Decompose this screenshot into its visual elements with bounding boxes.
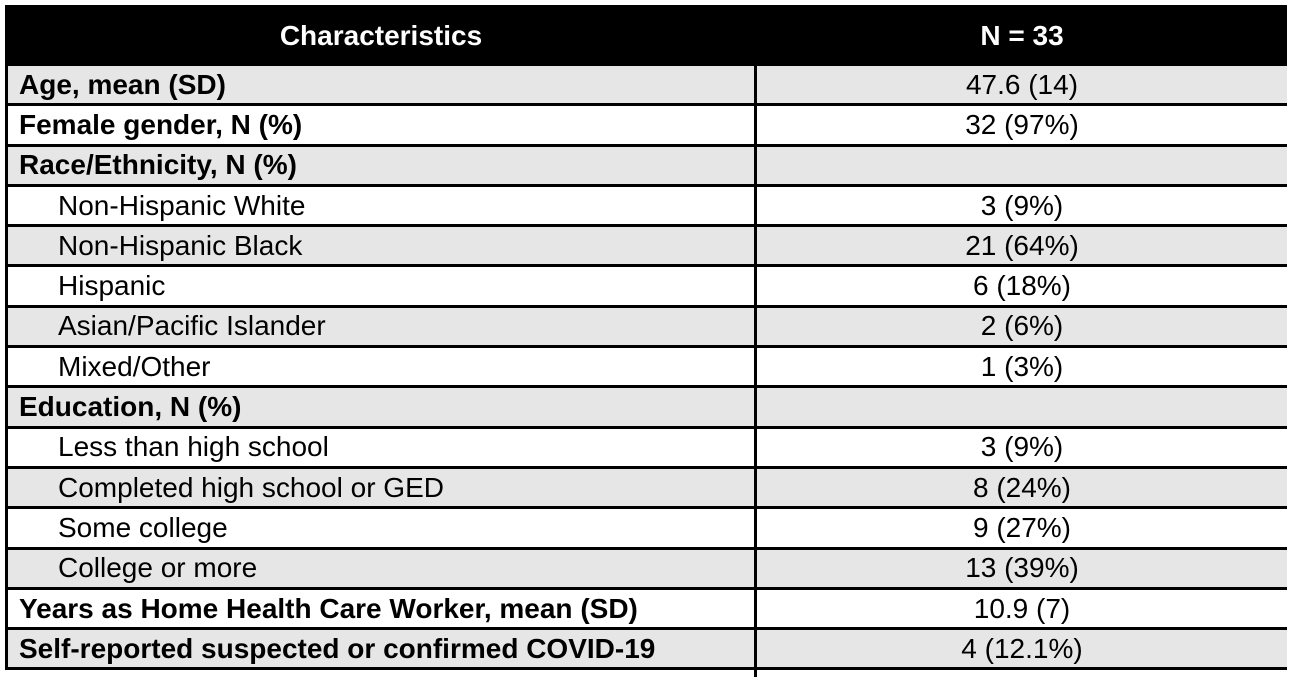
row-label: Less than high school bbox=[5, 425, 757, 469]
row-value bbox=[754, 385, 1287, 429]
row-label: College or more bbox=[5, 546, 757, 590]
partial-cell bbox=[6, 668, 757, 677]
row-value: 9 (27%) bbox=[754, 506, 1287, 550]
row-value: 3 (9%) bbox=[754, 425, 1287, 469]
table-row-college-or-more: College or more 13 (39%) bbox=[5, 546, 1287, 590]
row-value: 8 (24%) bbox=[754, 465, 1287, 510]
table-row-education: Education, N (%) bbox=[5, 385, 1287, 429]
row-label: Race/Ethnicity, N (%) bbox=[5, 143, 757, 187]
characteristics-table: Characteristics N = 33 Age, mean (SD) 47… bbox=[5, 5, 1287, 677]
row-value: 21 (64%) bbox=[754, 224, 1287, 268]
partial-next-row bbox=[6, 668, 1287, 677]
row-label: Self-reported suspected or confirmed COV… bbox=[5, 627, 757, 671]
row-value: 6 (18%) bbox=[754, 264, 1287, 308]
table-row-some-college: Some college 9 (27%) bbox=[5, 506, 1287, 550]
row-label: Some college bbox=[5, 506, 757, 550]
row-label: Asian/Pacific Islander bbox=[5, 304, 757, 349]
row-value: 47.6 (14) bbox=[754, 62, 1287, 107]
row-label: Completed high school or GED bbox=[5, 465, 757, 510]
table-row-hispanic: Hispanic 6 (18%) bbox=[5, 264, 1287, 308]
row-value: 1 (3%) bbox=[754, 345, 1287, 389]
row-value: 2 (6%) bbox=[754, 304, 1287, 349]
table-row-race-ethnicity: Race/Ethnicity, N (%) bbox=[5, 143, 1287, 187]
table-row-self-reported-covid19: Self-reported suspected or confirmed COV… bbox=[5, 627, 1287, 671]
table-row-completed-high-school: Completed high school or GED 8 (24%) bbox=[5, 465, 1287, 510]
table-row-female-gender: Female gender, N (%) 32 (97%) bbox=[5, 103, 1287, 147]
column-header-n: N = 33 bbox=[754, 5, 1287, 66]
row-value: 4 (12.1%) bbox=[754, 627, 1287, 671]
column-header-characteristics: Characteristics bbox=[5, 5, 757, 66]
row-value bbox=[754, 143, 1287, 187]
table-row-years-as-hhcw: Years as Home Health Care Worker, mean (… bbox=[5, 586, 1287, 631]
row-label: Years as Home Health Care Worker, mean (… bbox=[5, 586, 757, 631]
row-label: Non-Hispanic White bbox=[5, 183, 757, 228]
row-label: Hispanic bbox=[5, 264, 757, 308]
table-row-age: Age, mean (SD) 47.6 (14) bbox=[5, 62, 1287, 107]
table-row-less-than-high-school: Less than high school 3 (9%) bbox=[5, 425, 1287, 469]
row-label: Mixed/Other bbox=[5, 345, 757, 389]
partial-cell bbox=[755, 668, 1287, 677]
row-label: Non-Hispanic Black bbox=[5, 224, 757, 268]
row-label: Age, mean (SD) bbox=[5, 62, 757, 107]
characteristics-table-container: Characteristics N = 33 Age, mean (SD) 47… bbox=[5, 5, 1287, 677]
row-label: Female gender, N (%) bbox=[5, 103, 757, 147]
row-label: Education, N (%) bbox=[5, 385, 757, 429]
row-value: 32 (97%) bbox=[754, 103, 1287, 147]
table-row-non-hispanic-white: Non-Hispanic White 3 (9%) bbox=[5, 183, 1287, 228]
row-value: 13 (39%) bbox=[754, 546, 1287, 590]
table-row-asian-pacific-islander: Asian/Pacific Islander 2 (6%) bbox=[5, 304, 1287, 349]
table-row-mixed-other: Mixed/Other 1 (3%) bbox=[5, 345, 1287, 389]
row-value: 3 (9%) bbox=[754, 183, 1287, 228]
table-header-row: Characteristics N = 33 bbox=[5, 5, 1287, 66]
row-value: 10.9 (7) bbox=[754, 586, 1287, 631]
table-row-non-hispanic-black: Non-Hispanic Black 21 (64%) bbox=[5, 224, 1287, 268]
